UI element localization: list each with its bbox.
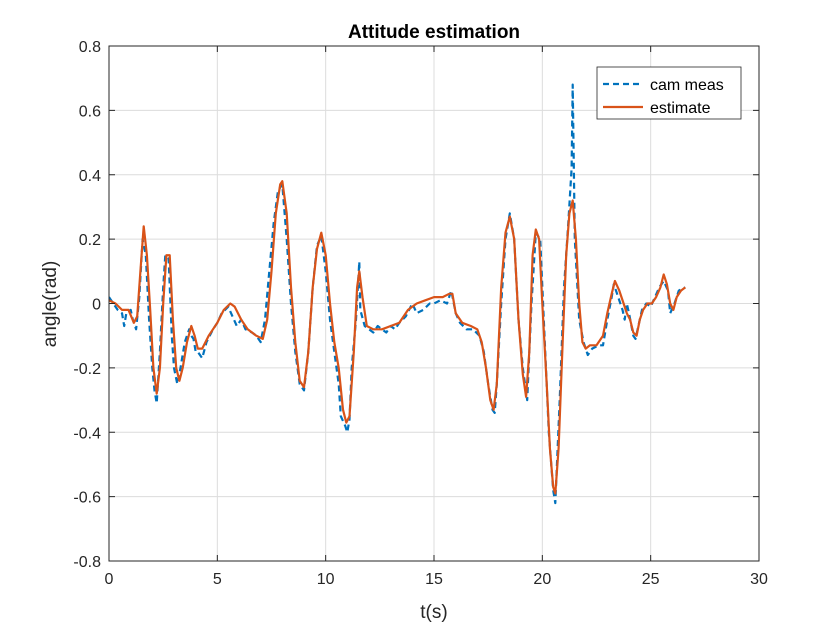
y-tick-label: 0.2 xyxy=(79,232,101,249)
y-tick-label: 0.8 xyxy=(79,39,101,56)
y-tick-label: -0.8 xyxy=(73,554,101,571)
series-line-estimate xyxy=(109,180,686,495)
y-tick-label: -0.4 xyxy=(73,425,101,442)
y-tick-label: -0.2 xyxy=(73,361,101,378)
x-tick-label: 10 xyxy=(317,571,335,588)
y-tick-label: 0.4 xyxy=(79,168,101,185)
x-tick-label: 15 xyxy=(425,571,443,588)
axis-ticks: 0 5 10 15 20 25 30 -0.8 -0.6 -0.4 -0.2 0 0.2 0.4 0.6 0.… xyxy=(73,39,768,588)
x-tick-label: 5 xyxy=(213,571,222,588)
legend-label-cam-meas: cam meas xyxy=(650,77,724,94)
x-tick-label: 20 xyxy=(533,571,551,588)
legend-label-estimate: estimate xyxy=(650,100,711,117)
series-layer xyxy=(109,83,686,505)
series-line-cam-meas xyxy=(109,83,686,505)
legend: cam meas estimate xyxy=(596,66,742,120)
legend-box xyxy=(596,66,742,120)
chart-title: Attitude estimation xyxy=(348,22,520,43)
y-tick-label: 0 xyxy=(92,297,101,314)
y-axis-label: angle(rad) xyxy=(40,261,61,348)
x-axis-label: t(s) xyxy=(420,602,447,623)
x-tick-label: 0 xyxy=(105,571,114,588)
y-tick-label: -0.6 xyxy=(73,490,101,507)
x-tick-label: 25 xyxy=(642,571,660,588)
y-tick-label: 0.6 xyxy=(79,103,101,120)
x-tick-label: 30 xyxy=(750,571,768,588)
